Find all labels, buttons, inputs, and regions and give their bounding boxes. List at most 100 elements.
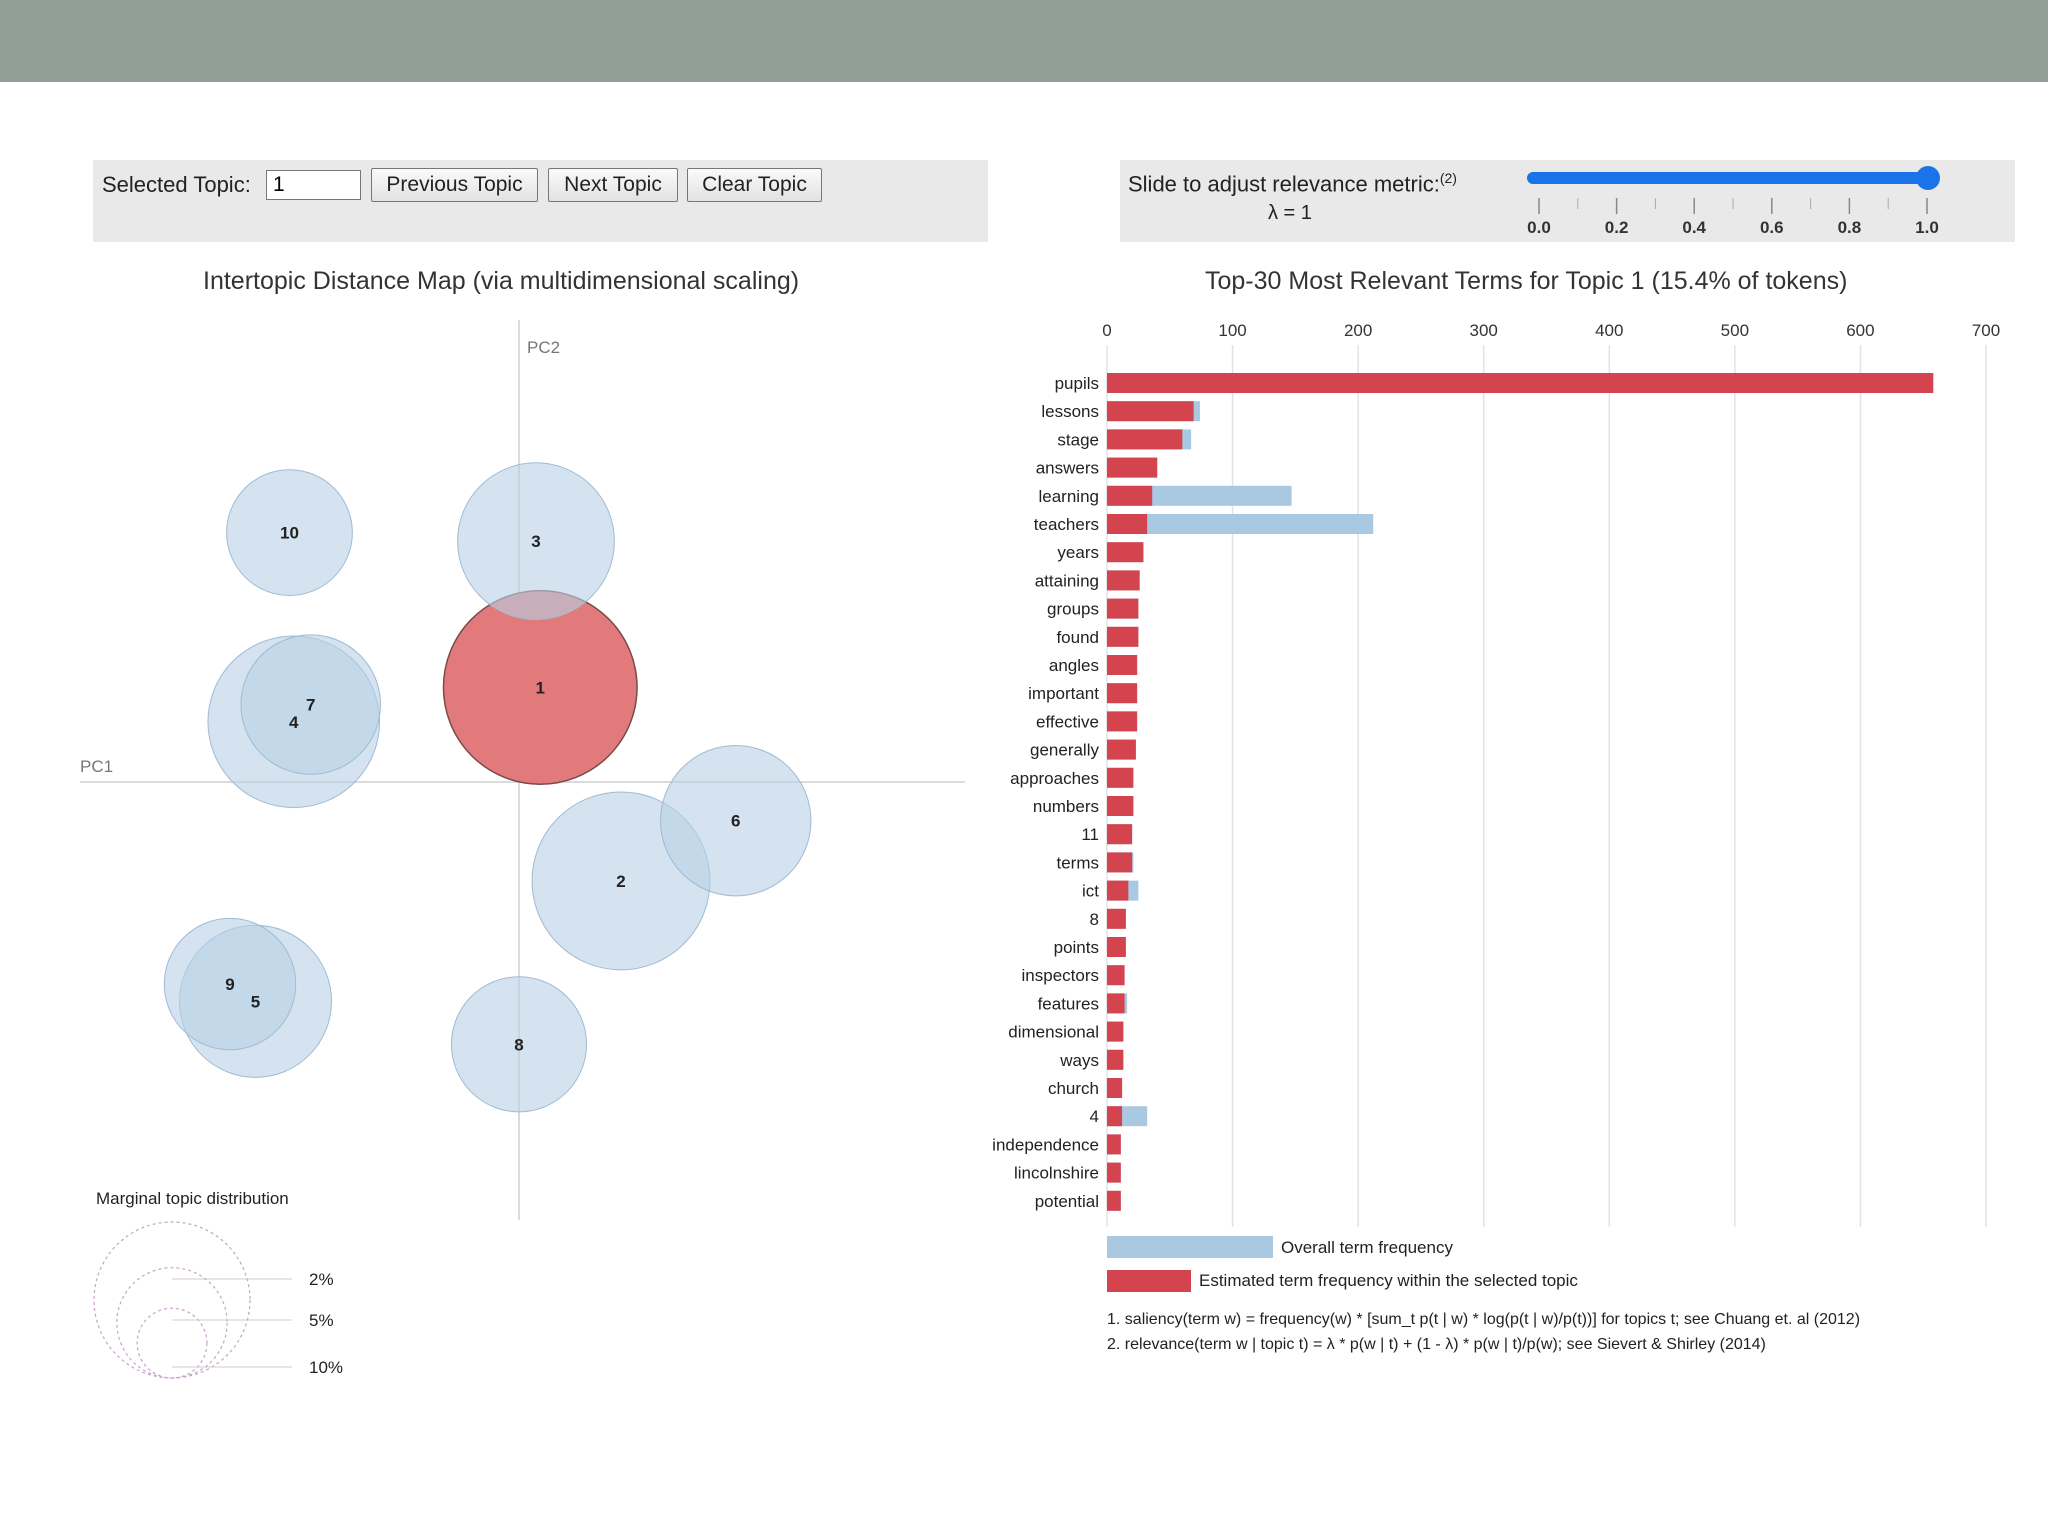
- topic-frequency-bar[interactable]: [1107, 1049, 1124, 1070]
- topic-frequency-bar[interactable]: [1107, 598, 1139, 619]
- topic-frequency-bar[interactable]: [1107, 485, 1153, 506]
- term-label[interactable]: points: [1054, 938, 1099, 957]
- size-legend-circle: [93, 1221, 251, 1379]
- term-label[interactable]: church: [1048, 1079, 1099, 1098]
- topic-frequency-bar[interactable]: [1107, 1078, 1123, 1098]
- term-label[interactable]: features: [1038, 994, 1099, 1013]
- topic-bubble-3[interactable]: [457, 462, 615, 621]
- topic-frequency-bar[interactable]: [1107, 965, 1125, 986]
- topic-bubble-label: 9: [225, 975, 234, 994]
- topic-frequency-bar[interactable]: [1107, 655, 1138, 675]
- topic-bubble-8[interactable]: [450, 976, 588, 1113]
- topic-bubble-label: 2: [616, 872, 625, 891]
- legend-topic-label: Estimated term frequency within the sele…: [1199, 1271, 1578, 1290]
- topic-frequency-bar[interactable]: [1107, 711, 1138, 732]
- saliency-footnote: 1. saliency(term w) = frequency(w) * [su…: [1107, 1311, 1860, 1328]
- topic-bubble-label: 10: [280, 524, 299, 543]
- overall-frequency-bar[interactable]: [1107, 485, 1292, 506]
- topic-frequency-bar[interactable]: [1107, 880, 1129, 901]
- topic-frequency-bar[interactable]: [1107, 739, 1136, 760]
- topic-bubble-label: 5: [251, 992, 260, 1011]
- lambda-readout: λ = 1: [1268, 202, 1312, 224]
- term-label[interactable]: found: [1056, 628, 1099, 647]
- relevance-footnote-ref: (2): [1439, 170, 1457, 186]
- term-label[interactable]: independence: [992, 1135, 1099, 1154]
- x-tick-label: 600: [1846, 321, 1874, 340]
- size-legend-label: 5%: [309, 1311, 334, 1330]
- term-label[interactable]: 11: [1081, 825, 1099, 844]
- term-label[interactable]: dimensional: [1008, 1023, 1099, 1042]
- topic-frequency-bar[interactable]: [1107, 937, 1126, 957]
- relevant-terms-title: Top-30 Most Relevant Terms for Topic 1 (…: [1205, 267, 1848, 295]
- term-label[interactable]: approaches: [1010, 769, 1099, 788]
- topic-frequency-bar[interactable]: [1107, 1106, 1123, 1127]
- relevant-terms-chart: 0 100 200 300 400 500 600 700 pupils lessons stag…: [992, 321, 2000, 1353]
- selected-topic-input[interactable]: [266, 170, 361, 200]
- topic-frequency-bar[interactable]: [1107, 1162, 1121, 1183]
- topic-frequency-bar[interactable]: [1107, 852, 1133, 873]
- term-label[interactable]: potential: [1035, 1192, 1099, 1211]
- relevance-slider-label: Slide to adjust relevance metric:(2): [1128, 170, 1457, 197]
- term-label[interactable]: effective: [1036, 712, 1099, 731]
- term-label[interactable]: lessons: [1041, 402, 1099, 421]
- topic-frequency-bar[interactable]: [1107, 401, 1194, 422]
- topic-control-panel: [93, 160, 988, 242]
- term-label[interactable]: learning: [1039, 487, 1100, 506]
- topic-bubble-10[interactable]: [226, 469, 353, 596]
- term-label[interactable]: ict: [1082, 882, 1099, 901]
- slide-header-bar: [0, 0, 2048, 82]
- relevance-footnote: 2. relevance(term w | topic t) = λ * p(w…: [1107, 1336, 1766, 1353]
- term-label[interactable]: years: [1057, 543, 1099, 562]
- topic-frequency-bar[interactable]: [1107, 796, 1134, 816]
- term-label[interactable]: teachers: [1034, 515, 1099, 534]
- topic-frequency-bar[interactable]: [1107, 824, 1133, 845]
- topic-frequency-bar[interactable]: [1107, 373, 1934, 393]
- size-legend-circle: [136, 1307, 208, 1379]
- topic-frequency-bar[interactable]: [1107, 514, 1148, 534]
- intertopic-distance-map: PC1 PC2 1 2 3 4 5 6 7 8 9 10 Marginal topic distr…: [80, 320, 965, 1379]
- term-label[interactable]: 4: [1090, 1107, 1099, 1126]
- topic-bubble-label: 4: [289, 713, 299, 732]
- x-tick-label: 500: [1721, 321, 1749, 340]
- previous-topic-button[interactable]: Previous Topic: [371, 168, 538, 202]
- term-label[interactable]: 8: [1090, 910, 1099, 929]
- topic-frequency-bar[interactable]: [1107, 570, 1140, 591]
- term-label[interactable]: generally: [1030, 741, 1099, 760]
- term-label[interactable]: attaining: [1035, 571, 1099, 590]
- relevance-slider-track[interactable]: [1527, 172, 1927, 184]
- topic-frequency-bar[interactable]: [1107, 429, 1183, 450]
- legend-overall-swatch: [1107, 1236, 1273, 1258]
- topic-frequency-bar[interactable]: [1107, 542, 1144, 563]
- topic-frequency-bar[interactable]: [1107, 908, 1126, 929]
- overall-frequency-bar[interactable]: [1107, 514, 1374, 534]
- topic-frequency-bar[interactable]: [1107, 1021, 1124, 1042]
- clear-topic-button[interactable]: Clear Topic: [687, 168, 822, 202]
- topic-frequency-bar[interactable]: [1107, 993, 1125, 1014]
- topic-frequency-bar[interactable]: [1107, 767, 1134, 788]
- term-label[interactable]: inspectors: [1022, 966, 1099, 985]
- next-topic-button[interactable]: Next Topic: [548, 168, 678, 202]
- topic-frequency-bar[interactable]: [1107, 1134, 1121, 1155]
- topic-frequency-bar[interactable]: [1107, 683, 1138, 704]
- term-label[interactable]: angles: [1049, 656, 1099, 675]
- topic-bubble-label: 8: [514, 1035, 523, 1054]
- term-label[interactable]: pupils: [1055, 374, 1099, 393]
- relevance-slider-thumb[interactable]: [1916, 166, 1940, 190]
- term-label[interactable]: terms: [1057, 853, 1100, 872]
- term-label[interactable]: groups: [1047, 600, 1099, 619]
- topic-bubble-9[interactable]: [163, 917, 297, 1051]
- topic-bubble-6[interactable]: [660, 744, 812, 897]
- term-label[interactable]: answers: [1036, 459, 1099, 478]
- term-label[interactable]: stage: [1057, 430, 1099, 449]
- topic-frequency-bar[interactable]: [1107, 1190, 1121, 1211]
- term-label[interactable]: ways: [1059, 1051, 1099, 1070]
- term-label[interactable]: numbers: [1033, 797, 1099, 816]
- topic-frequency-bar[interactable]: [1107, 457, 1158, 478]
- intertopic-map-title: Intertopic Distance Map (via multidimens…: [203, 267, 800, 295]
- x-tick-label: 400: [1595, 321, 1623, 340]
- term-label[interactable]: important: [1028, 684, 1099, 703]
- topic-frequency-bar[interactable]: [1107, 626, 1139, 647]
- x-tick-label: 0: [1102, 321, 1111, 340]
- topic-bubble-7[interactable]: [240, 634, 382, 775]
- term-label[interactable]: lincolnshire: [1014, 1164, 1099, 1183]
